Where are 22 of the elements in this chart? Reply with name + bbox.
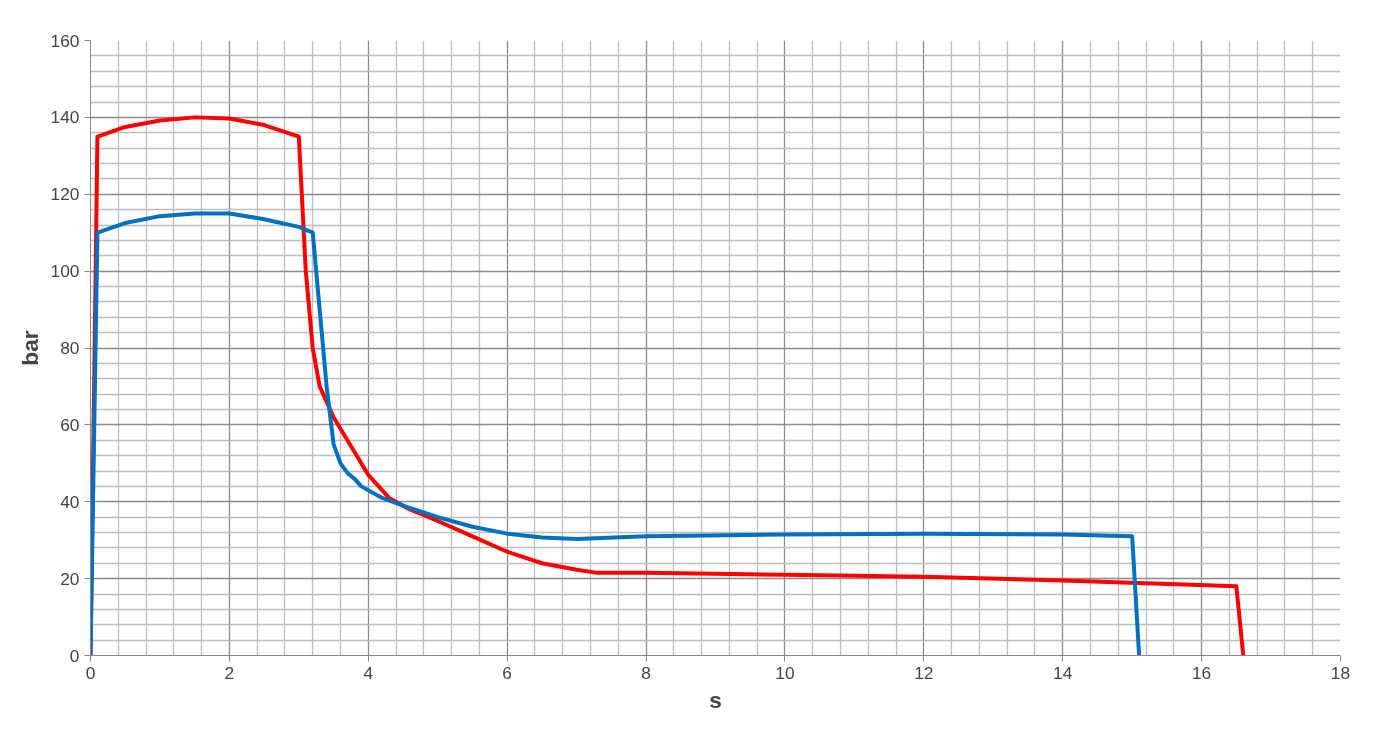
x-tick-label: 8 (641, 662, 651, 683)
y-tick-label: 100 (50, 261, 80, 282)
x-tick-label: 16 (1191, 662, 1212, 683)
y-tick-label: 120 (50, 184, 80, 205)
x-tick-label: 14 (1053, 662, 1073, 683)
y-tick-label: 80 (60, 338, 80, 358)
x-tick-label: 6 (502, 662, 512, 683)
x-tick-label: 4 (363, 662, 374, 683)
y-tick-label: 60 (60, 414, 80, 435)
x-tick-label: 12 (914, 662, 934, 683)
x-axis-title: s (709, 686, 722, 713)
line-series (90, 211, 1142, 656)
y-tick-label: 160 (50, 30, 80, 51)
x-tick-label: 2 (224, 662, 235, 683)
y-tick-label: 20 (60, 568, 80, 589)
y-tick-label: 140 (50, 107, 80, 128)
x-tick-label: 18 (1330, 662, 1351, 683)
x-tick-label: 0 (85, 662, 96, 683)
y-tick-label: 0 (69, 645, 80, 666)
x-tick-label: 10 (775, 662, 795, 683)
y-tick-label: 40 (60, 491, 80, 512)
y-axis-title: bar (16, 330, 43, 366)
